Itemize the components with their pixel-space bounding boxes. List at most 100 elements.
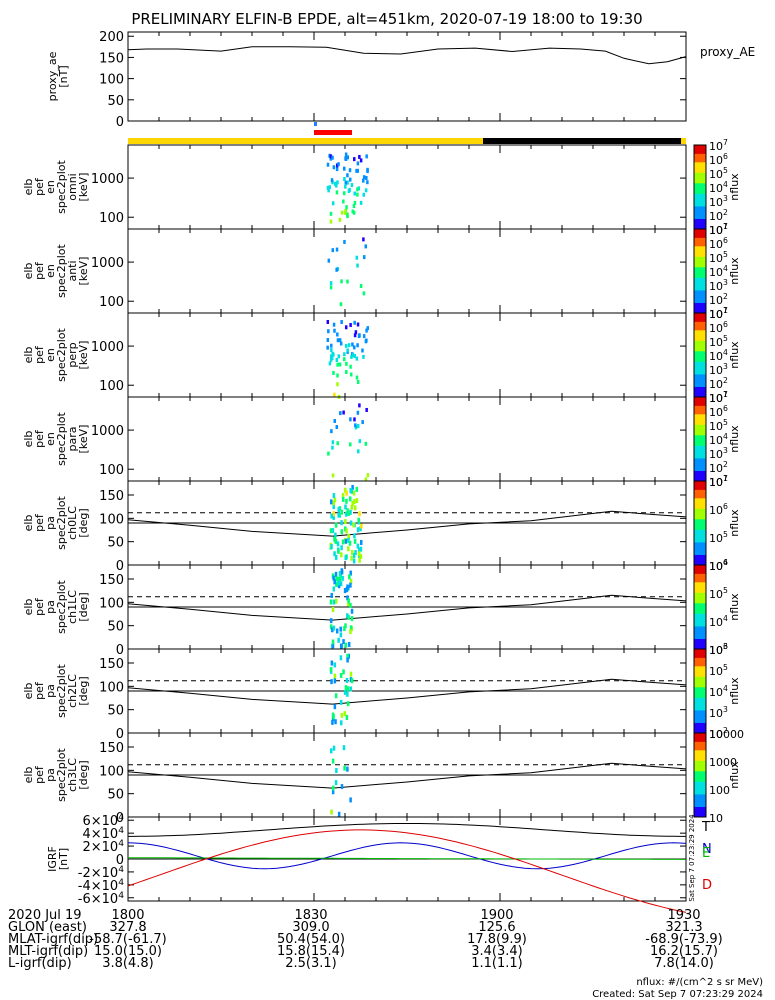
ch0-pixel [347,546,350,552]
en_para-colorbar-cell [694,443,706,446]
en_anti-ylabel: anti [66,260,79,281]
ch1-pixel [331,639,335,645]
ch1-colorbar-cell [694,632,706,635]
en_anti-colorbar-cell [694,302,706,306]
ch0-pixel [332,514,335,520]
ch2-colorbar-cell [694,693,706,696]
ch0-colorbar-cell [694,527,706,530]
ch3-colorbar-cell [694,806,706,810]
igrf-legend-D: D [702,878,712,893]
ch2-colorbar-cell [694,697,706,700]
ch2-colorbar-cell [694,720,706,723]
ch0-pixel [341,493,345,499]
en_perp-colorbar-tick: 107 [709,306,728,321]
ch3-pixel [342,745,346,751]
en_para-pixel [331,445,334,450]
ch0-colorbar-cell [694,510,706,513]
en_perp-pixel [351,342,354,347]
en_anti-ylabel: elb [22,263,35,280]
ch1-pixel [340,569,344,575]
ch1-pixel [338,571,342,577]
en_perp-colorbar-cell [694,380,706,383]
en_para-pixel [361,420,364,425]
en_anti-colorbar-cell [694,275,706,278]
ch3-ylabel: ch3LC [66,758,79,792]
en_para-colorbar-cell [694,436,706,440]
en_anti-colorbar-cell [694,281,706,285]
ch0-pixel [359,539,363,545]
ch0-pixel [345,490,348,496]
en_para-colorbar-cell [694,397,706,400]
en_omni-pixel [335,163,339,168]
ch2-pixel [334,693,338,699]
en_anti-pixel [362,237,365,242]
ch0-colorbar-cell [694,523,706,526]
en_perp-pixel [345,370,348,375]
ch3-pixel [331,758,335,764]
ch1-colorbar-cell [694,598,706,602]
ch1-pixel [339,643,343,649]
ch1-colorbar-cell [694,609,706,612]
en_perp-pixel [353,333,357,338]
en_para-colorbar-cell [694,478,706,482]
ch1-pixel [332,575,335,581]
ch2-colorbar-cell [694,667,706,671]
ch1-colorbar-cell [694,567,706,570]
ch1-colorbar-tick: 103 [709,642,728,657]
en_omni-colorbar-cell [694,178,706,182]
ch1-ylabel: ch1LC [66,590,79,624]
ch2-pixel [342,669,345,675]
ch2-colorbar-cell [694,676,706,679]
en_omni-colorbar-cell [694,170,706,173]
en_omni-pixel [328,185,331,190]
en_perp-pixel [326,345,329,350]
ch1-ylabel: [deg] [77,592,90,621]
en_perp-colorbar-cell [694,357,706,360]
en_omni-pixel [365,154,368,159]
ch1-pixel [349,582,352,588]
ch0-pixel [334,532,337,538]
en_perp-colorbar-cell [694,373,706,377]
ch1-pixel [332,625,336,631]
ch0-colorbar-cell [694,533,706,537]
ch1-ylabel: elb [22,599,35,616]
en_omni-colorbar-cell [694,210,706,213]
en_perp-pixel [338,362,342,367]
en_omni-colorbar-cell [694,155,706,159]
ch1-pixel [348,574,351,580]
en_para-pixel [354,425,358,430]
ch1-colorbar-cell [694,602,706,606]
igrf-E-line [128,857,687,860]
en_omni-colorbar-tick: 102 [709,208,728,223]
en_anti-colorbar-cell [694,279,706,282]
ch2-colorbar-cell [694,686,706,690]
en_para-colorbar-cell [694,409,706,413]
ch3-colorbar-tick: 10000 [709,728,744,741]
en_perp-pixel [361,348,364,353]
ch2-colorbar-cell [694,684,706,688]
ch3-colorbar-cell [694,791,706,795]
ae-ylabel: proxy_ae [46,51,59,101]
en_anti-pixel [364,244,368,249]
ch1-colorbar-cell [694,577,706,581]
ch2-colorbar-cell [694,665,706,669]
footer-created: Created: Sat Sep 7 07:23:29 2024 [592,989,763,1000]
ch0-pixel [348,540,352,546]
xaxis-row-value: 327.8 [109,920,146,935]
ch0-colorbar-cell [694,504,706,507]
ch2-ytick-label: 100 [99,680,124,695]
en_omni-pixel [356,187,359,192]
ch3-colorbar-frame [693,732,707,818]
en_omni-colorbar-label: nflux [728,173,741,201]
en_para-colorbar-cell [694,453,706,457]
ch1-colorbar-cell [694,617,706,621]
ch3-colorbar-cell [694,733,706,736]
en_para-colorbar-cell [694,441,706,444]
ch0-pixel [347,510,350,516]
ch1-pixel [346,584,349,590]
en_para-colorbar-cell [694,474,706,478]
en_anti-colorbar-cell [694,310,706,314]
en_omni-pixel [345,205,348,210]
en_para-pixel [356,410,360,415]
ch1-ylabel: pef [33,597,46,616]
